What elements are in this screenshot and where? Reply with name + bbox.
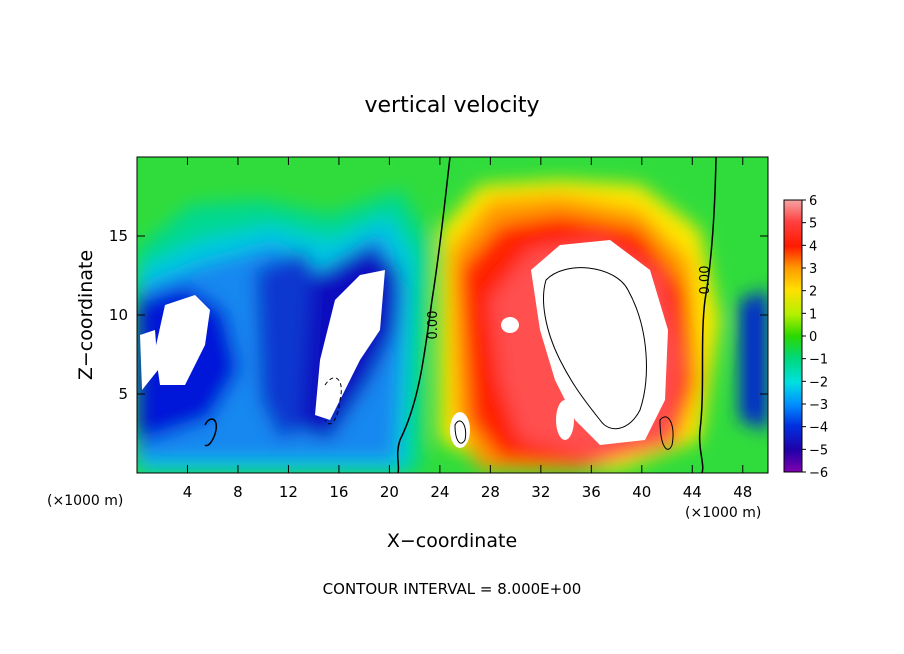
y-tick-label: 15 xyxy=(109,227,128,245)
y-tick-label: 5 xyxy=(118,385,128,403)
x-tick-label: 40 xyxy=(632,483,651,501)
colorbar-tick-label: 2 xyxy=(809,285,817,300)
contour-interval-note: CONTOUR INTERVAL = 8.000E+00 xyxy=(323,580,582,598)
colorbar-tick-label: 4 xyxy=(809,239,817,254)
x-axis-ticks: 4 8 12 16 20 24 28 32 36 40 44 48 xyxy=(183,157,752,501)
colorbar-ticks: 6 5 4 3 2 1 0 −1 −2 −3 −4 −5 −6 xyxy=(802,194,828,481)
contour-label-right: 0.00 xyxy=(698,266,713,295)
y-axis-label: Z−coordinate xyxy=(75,250,97,380)
x-tick-label: 16 xyxy=(329,483,348,501)
zero-contours xyxy=(204,157,717,473)
x-unit-left: (×1000 m) xyxy=(47,493,123,509)
x-tick-label: 36 xyxy=(582,483,601,501)
colorbar-tick-label: −1 xyxy=(809,353,828,368)
colorbar-tick-label: 0 xyxy=(809,330,817,345)
x-tick-label: 20 xyxy=(380,483,399,501)
colorbar-tick-label: −2 xyxy=(809,375,828,390)
colorbar-tick-label: 5 xyxy=(809,217,817,232)
colorbar-tick-label: 3 xyxy=(809,262,817,277)
colorbar-tick-label: −6 xyxy=(809,466,828,481)
x-tick-label: 8 xyxy=(233,483,243,501)
x-tick-label: 28 xyxy=(481,483,500,501)
contour-label-left: 0.00 xyxy=(426,311,441,340)
y-axis-ticks: 5 10 15 xyxy=(109,227,768,403)
chart-title: vertical velocity xyxy=(364,93,539,118)
x-tick-label: 12 xyxy=(279,483,298,501)
x-tick-label: 32 xyxy=(531,483,550,501)
colorbar xyxy=(783,199,803,473)
colorbar-tick-label: −3 xyxy=(809,398,828,413)
colorbar-tick-label: 1 xyxy=(809,307,817,322)
heatmap-field xyxy=(137,157,768,473)
x-axis-label: X−coordinate xyxy=(387,530,517,552)
x-tick-label: 48 xyxy=(733,483,752,501)
y-tick-label: 10 xyxy=(109,306,128,324)
x-tick-label: 24 xyxy=(430,483,449,501)
x-unit-right: (×1000 m) xyxy=(685,505,761,521)
colorbar-tick-label: 6 xyxy=(809,194,817,209)
colorbar-tick-label: −4 xyxy=(809,421,828,436)
x-tick-label: 44 xyxy=(683,483,702,501)
x-tick-label: 4 xyxy=(183,483,193,501)
colorbar-tick-label: −5 xyxy=(809,443,828,458)
